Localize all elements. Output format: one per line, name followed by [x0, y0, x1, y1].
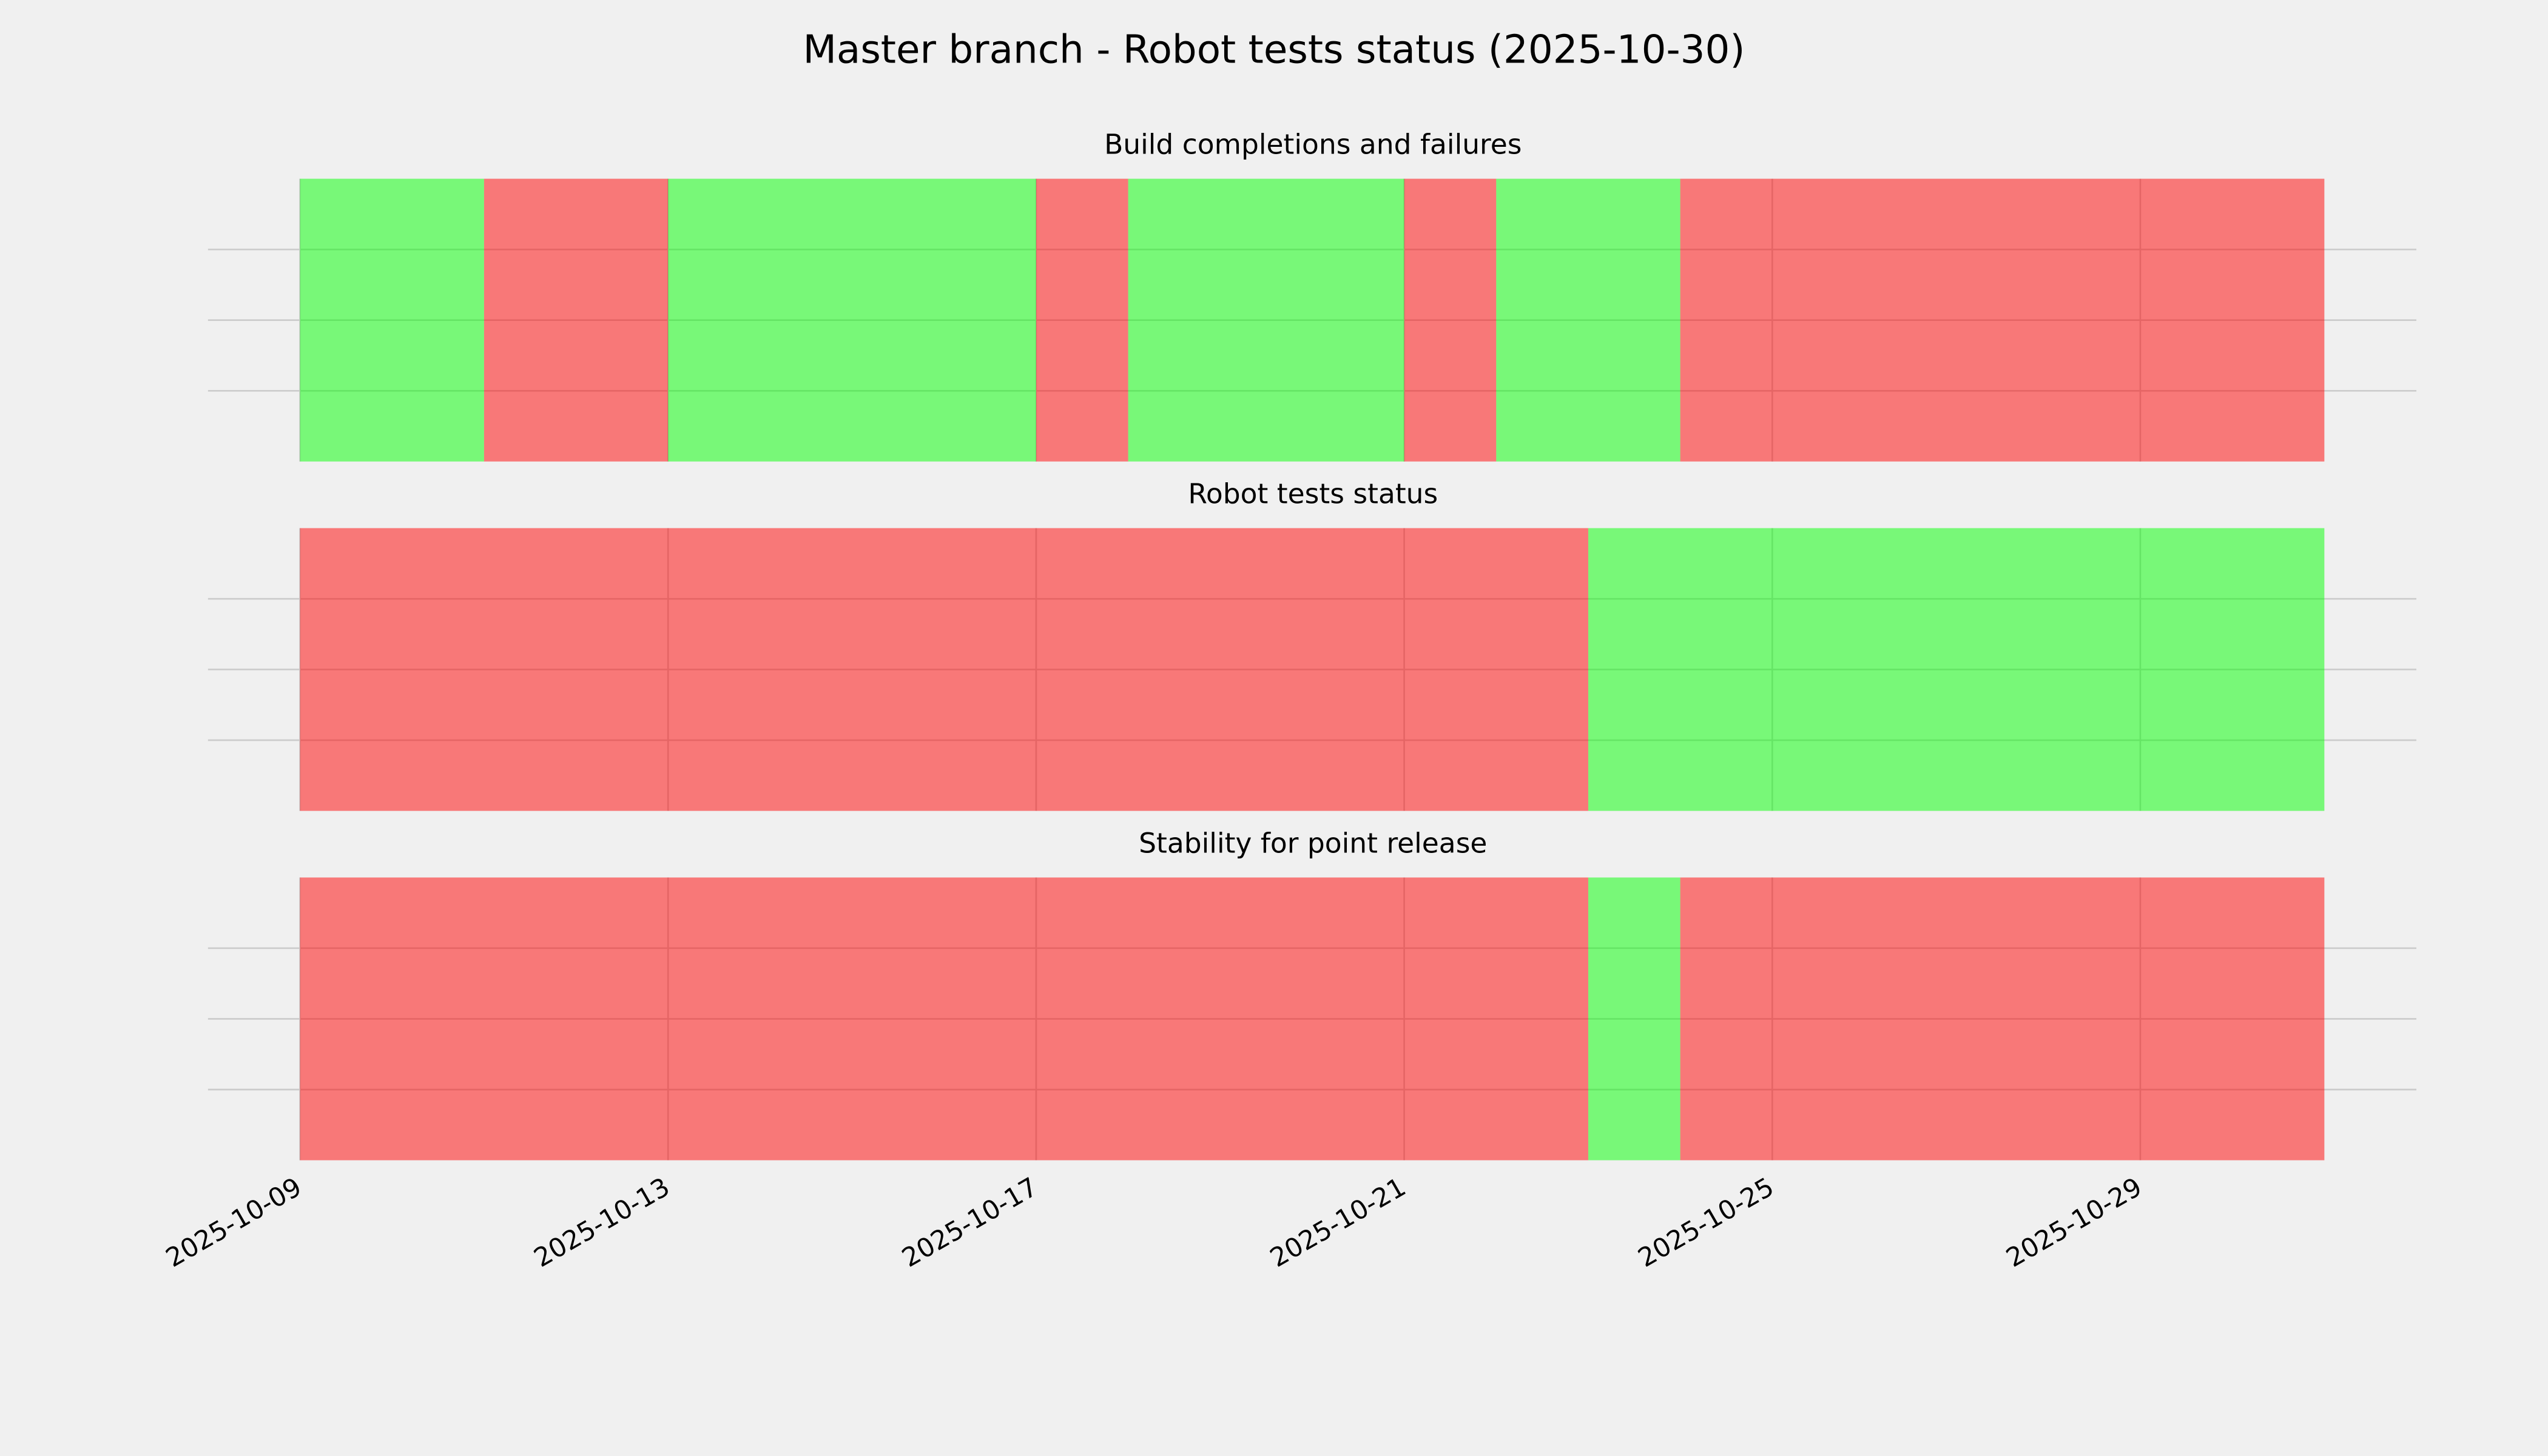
status-segment	[484, 178, 669, 462]
status-segment	[1496, 178, 1680, 462]
status-segment	[300, 877, 1588, 1161]
status-segment	[1588, 528, 2325, 811]
panel-title: Robot tests status	[1188, 477, 1438, 510]
chart-title: Master branch - Robot tests status (2025…	[803, 27, 1745, 72]
status-segment	[668, 178, 1036, 462]
status-segment	[300, 528, 1588, 811]
status-segment	[1680, 178, 2325, 462]
status-segment	[1680, 877, 2325, 1161]
status-segment	[1128, 178, 1404, 462]
panel-title: Build completions and failures	[1104, 129, 1522, 161]
status-segment	[1588, 877, 1680, 1161]
status-segment	[300, 178, 484, 462]
panel-title: Stability for point release	[1139, 827, 1487, 859]
status-segment	[1404, 178, 1497, 462]
status-segment	[1036, 178, 1128, 462]
